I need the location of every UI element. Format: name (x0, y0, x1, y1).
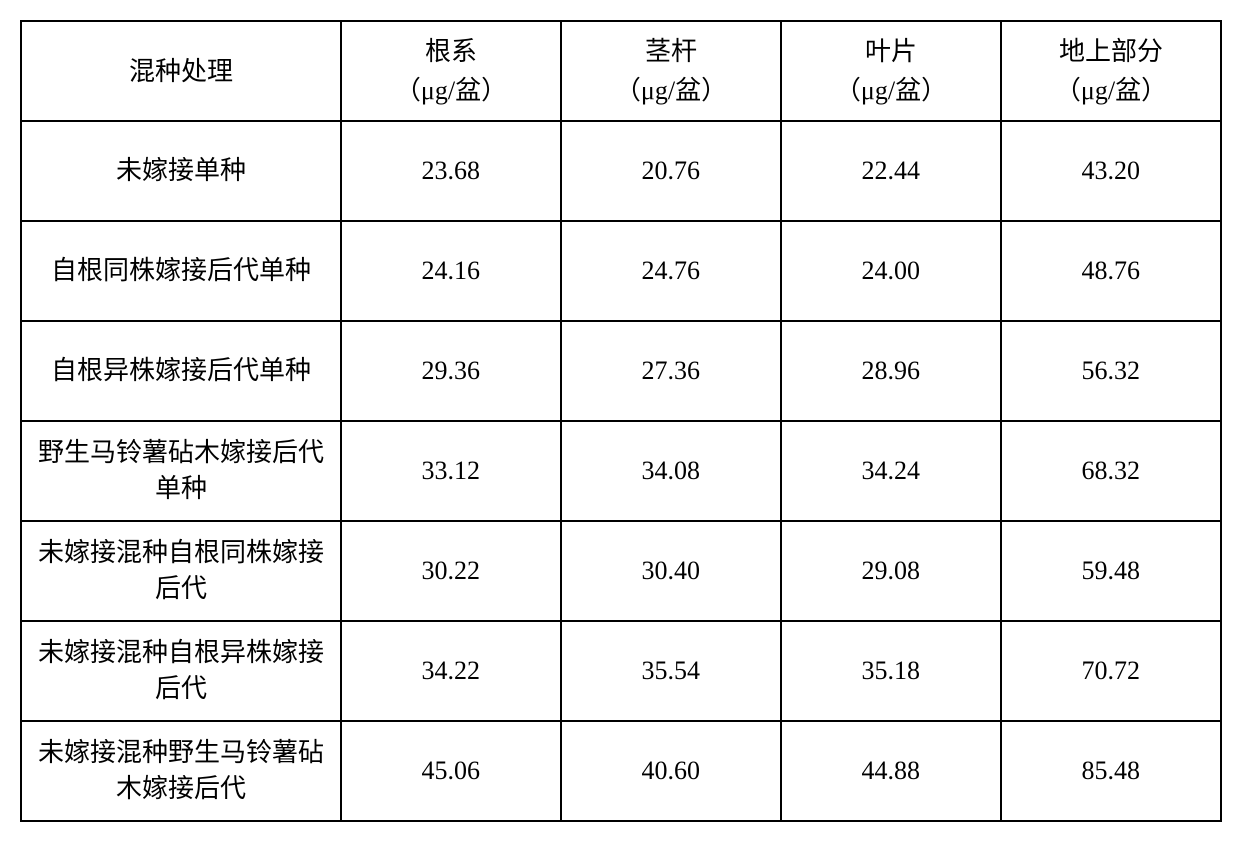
table-row: 自根同株嫁接后代单种 24.16 24.76 24.00 48.76 (21, 221, 1221, 321)
table-row: 未嫁接混种自根异株嫁接后代 34.22 35.54 35.18 70.72 (21, 621, 1221, 721)
cell-value: 23.68 (341, 121, 561, 221)
table-row: 自根异株嫁接后代单种 29.36 27.36 28.96 56.32 (21, 321, 1221, 421)
row-label: 未嫁接混种野生马铃薯砧木嫁接后代 (21, 721, 341, 821)
cell-value: 45.06 (341, 721, 561, 821)
cell-value: 59.48 (1001, 521, 1221, 621)
cell-value: 29.36 (341, 321, 561, 421)
cell-value: 68.32 (1001, 421, 1221, 521)
cell-value: 24.76 (561, 221, 781, 321)
cell-value: 85.48 (1001, 721, 1221, 821)
table-row: 未嫁接单种 23.68 20.76 22.44 43.20 (21, 121, 1221, 221)
col-header-text: 混种处理 (129, 57, 233, 86)
col-header-unit: （μg/盆） (1055, 76, 1167, 105)
cell-value: 43.20 (1001, 121, 1221, 221)
col-header-unit: （μg/盆） (615, 76, 727, 105)
col-header-text: 根系 (425, 37, 477, 66)
cell-value: 22.44 (781, 121, 1001, 221)
cell-value: 24.16 (341, 221, 561, 321)
cell-value: 34.24 (781, 421, 1001, 521)
cell-value: 24.00 (781, 221, 1001, 321)
cell-value: 35.54 (561, 621, 781, 721)
cell-value: 27.36 (561, 321, 781, 421)
cell-value: 48.76 (1001, 221, 1221, 321)
row-label: 自根异株嫁接后代单种 (21, 321, 341, 421)
cell-value: 56.32 (1001, 321, 1221, 421)
row-label: 野生马铃薯砧木嫁接后代单种 (21, 421, 341, 521)
col-header-text: 叶片 (865, 37, 917, 66)
cell-value: 35.18 (781, 621, 1001, 721)
cell-value: 28.96 (781, 321, 1001, 421)
table-header-row: 混种处理 根系 （μg/盆） 茎杆 （μg/盆） 叶片 （μg/盆） 地上部分 … (21, 21, 1221, 121)
cell-value: 34.08 (561, 421, 781, 521)
col-header-aboveground: 地上部分 （μg/盆） (1001, 21, 1221, 121)
cell-value: 20.76 (561, 121, 781, 221)
cell-value: 33.12 (341, 421, 561, 521)
cell-value: 44.88 (781, 721, 1001, 821)
cell-value: 70.72 (1001, 621, 1221, 721)
col-header-treatment: 混种处理 (21, 21, 341, 121)
cell-value: 40.60 (561, 721, 781, 821)
col-header-text: 茎杆 (645, 37, 697, 66)
cell-value: 30.22 (341, 521, 561, 621)
col-header-root: 根系 （μg/盆） (341, 21, 561, 121)
col-header-text: 地上部分 (1059, 37, 1163, 66)
col-header-unit: （μg/盆） (395, 76, 507, 105)
col-header-leaf: 叶片 （μg/盆） (781, 21, 1001, 121)
row-label: 未嫁接混种自根同株嫁接后代 (21, 521, 341, 621)
data-table: 混种处理 根系 （μg/盆） 茎杆 （μg/盆） 叶片 （μg/盆） 地上部分 … (20, 20, 1222, 822)
cell-value: 30.40 (561, 521, 781, 621)
table-row: 未嫁接混种野生马铃薯砧木嫁接后代 45.06 40.60 44.88 85.48 (21, 721, 1221, 821)
row-label: 未嫁接混种自根异株嫁接后代 (21, 621, 341, 721)
table-row: 野生马铃薯砧木嫁接后代单种 33.12 34.08 34.24 68.32 (21, 421, 1221, 521)
table-row: 未嫁接混种自根同株嫁接后代 30.22 30.40 29.08 59.48 (21, 521, 1221, 621)
row-label: 未嫁接单种 (21, 121, 341, 221)
cell-value: 29.08 (781, 521, 1001, 621)
table-body: 未嫁接单种 23.68 20.76 22.44 43.20 自根同株嫁接后代单种… (21, 121, 1221, 821)
cell-value: 34.22 (341, 621, 561, 721)
row-label: 自根同株嫁接后代单种 (21, 221, 341, 321)
col-header-unit: （μg/盆） (835, 76, 947, 105)
col-header-stem: 茎杆 （μg/盆） (561, 21, 781, 121)
